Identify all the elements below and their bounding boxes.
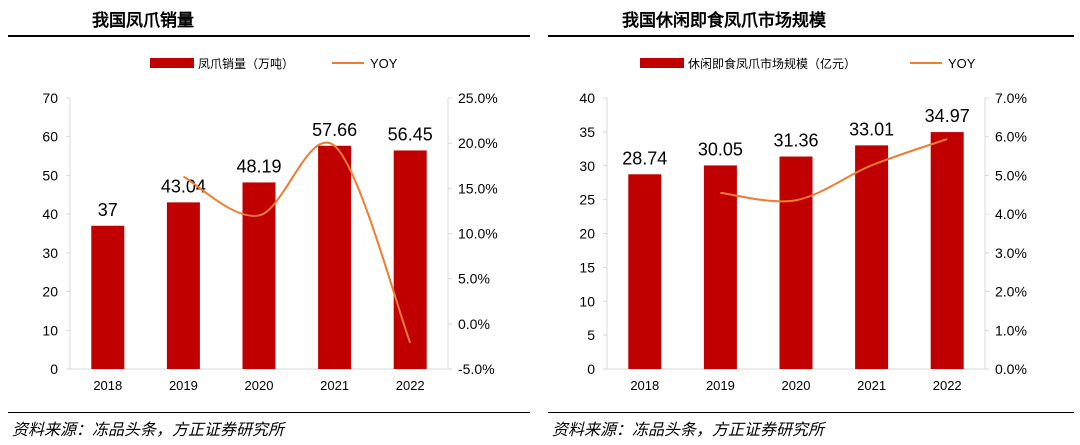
right-source-rule	[548, 412, 1074, 413]
right-source-note: 资料来源：冻品头条，方正证券研究所	[552, 420, 825, 439]
left-legend-bar-swatch	[150, 58, 194, 68]
left-left-tick-label: 40	[42, 206, 58, 222]
left-left-tick-label: 30	[42, 245, 58, 261]
left-right-tick-label: 20.0%	[458, 135, 498, 151]
left-left-tick-label: 20	[42, 284, 58, 300]
right-right-tick-label: 2.0%	[995, 284, 1027, 300]
left-bar	[166, 202, 200, 369]
right-left-tick-label: 10	[579, 293, 595, 309]
left-left-tick-label: 0	[50, 361, 58, 377]
right-title-rule	[548, 35, 1074, 37]
right-x-tick-label: 2020	[782, 378, 811, 393]
left-right-tick-label: 5.0%	[458, 271, 490, 287]
left-bar-data-label: 37	[98, 200, 118, 220]
right-bar	[930, 132, 964, 369]
left-source-rule	[8, 412, 530, 413]
right-right-tick-label: 6.0%	[995, 129, 1027, 145]
left-bar	[393, 150, 427, 369]
left-bar-data-label: 48.19	[236, 156, 281, 176]
left-chart-title: 我国凤爪销量	[92, 11, 194, 31]
right-bar	[628, 174, 662, 369]
left-left-tick-label: 50	[42, 167, 58, 183]
left-left-tick-label: 10	[42, 322, 58, 338]
left-bar-data-label: 43.04	[161, 176, 206, 196]
left-left-tick-label: 60	[42, 129, 58, 145]
right-right-tick-label: 1.0%	[995, 322, 1027, 338]
right-legend-bar-label: 休闲即食凤爪市场规模（亿元）	[688, 56, 856, 71]
right-x-tick-label: 2022	[933, 378, 962, 393]
left-bar-data-label: 56.45	[388, 124, 433, 144]
right-left-tick-label: 5	[587, 327, 595, 343]
right-yoy-line	[720, 138, 948, 203]
right-right-tick-label: 7.0%	[995, 90, 1027, 106]
right-bar-data-label: 34.97	[925, 106, 970, 126]
right-legend-line-label: YOY	[948, 56, 976, 71]
right-bar-data-label: 33.01	[849, 119, 894, 139]
left-bar	[91, 225, 125, 369]
left-yoy-line	[182, 141, 412, 344]
left-right-tick-label: 25.0%	[458, 90, 498, 106]
left-legend-line-label: YOY	[370, 56, 398, 71]
right-right-tick-label: 5.0%	[995, 167, 1027, 183]
right-bar-data-label: 31.36	[773, 131, 818, 151]
left-right-tick-label: 10.0%	[458, 226, 498, 242]
right-left-tick-label: 35	[579, 124, 595, 140]
left-bar-data-label: 57.66	[312, 120, 357, 140]
left-right-tick-label: 15.0%	[458, 180, 498, 196]
right-left-tick-label: 15	[579, 259, 595, 275]
right-right-tick-label: 3.0%	[995, 245, 1027, 261]
left-x-tick-label: 2021	[320, 378, 349, 393]
right-chart-title: 我国休闲即食凤爪市场规模	[622, 11, 826, 31]
left-left-tick-label: 70	[42, 90, 58, 106]
left-right-tick-label: -5.0%	[458, 361, 495, 377]
left-x-tick-label: 2022	[396, 378, 425, 393]
right-left-tick-label: 0	[587, 361, 595, 377]
right-right-tick-label: 0.0%	[995, 361, 1027, 377]
right-x-tick-label: 2018	[630, 378, 659, 393]
right-left-tick-label: 40	[579, 90, 595, 106]
left-x-tick-label: 2018	[93, 378, 122, 393]
right-bar	[779, 156, 813, 369]
left-x-tick-label: 2019	[169, 378, 198, 393]
right-left-tick-label: 25	[579, 192, 595, 208]
right-legend-bar-swatch	[640, 58, 684, 68]
right-bar-data-label: 28.74	[622, 148, 667, 168]
left-bar	[242, 182, 276, 369]
left-source-note: 资料来源：冻品头条，方正证券研究所	[12, 420, 285, 439]
right-bar	[855, 145, 889, 369]
right-bar	[703, 165, 737, 369]
left-legend-bar-label: 凤爪销量（万吨）	[198, 57, 294, 71]
left-bar	[318, 145, 352, 369]
right-left-tick-label: 20	[579, 226, 595, 242]
left-title-rule	[8, 35, 530, 37]
right-left-tick-label: 30	[579, 158, 595, 174]
left-x-tick-label: 2020	[245, 378, 274, 393]
right-x-tick-label: 2021	[857, 378, 886, 393]
right-bar-data-label: 30.05	[698, 139, 743, 159]
left-right-tick-label: 0.0%	[458, 316, 490, 332]
right-right-tick-label: 4.0%	[995, 206, 1027, 222]
right-x-tick-label: 2019	[706, 378, 735, 393]
